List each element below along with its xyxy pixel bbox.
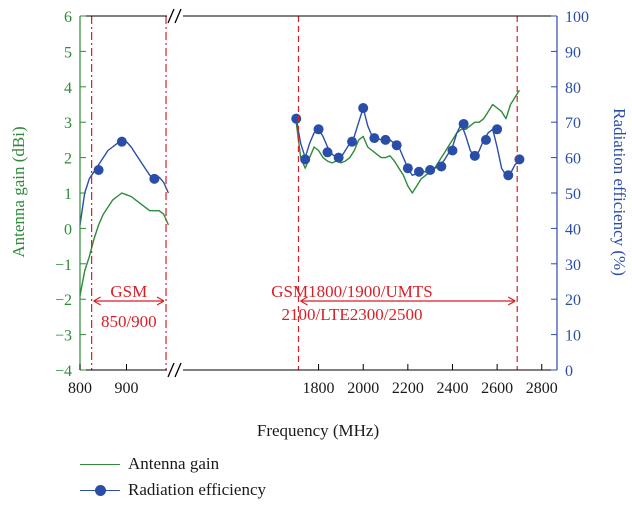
efficiency-point	[358, 103, 369, 114]
axis-break-mark-bottom-1	[167, 362, 175, 378]
gain-line-high	[295, 89, 520, 194]
y-right-tick-label: 90	[565, 44, 581, 61]
y-axis-label-left: Antenna gain (dBi)	[9, 126, 28, 257]
y-right-tick-label: 0	[565, 363, 573, 380]
legend-label-gain: Antenna gain	[128, 454, 220, 473]
x-tick-label: 1800	[303, 380, 335, 397]
y-left-tick-label: 2	[64, 151, 72, 168]
gsm-high-label-2: 2100/LTE2300/2500	[281, 305, 422, 324]
efficiency-point	[347, 136, 358, 147]
y-right-tick-label: 50	[565, 186, 581, 203]
efficiency-point	[492, 124, 503, 135]
y-right-tick-label: 30	[565, 257, 581, 274]
x-tick-label: 2400	[436, 380, 468, 397]
y-right-tick-label: 40	[565, 221, 581, 238]
gsm-high-arrow-head-right	[507, 296, 516, 306]
efficiency-point	[300, 154, 311, 165]
efficiency-point	[414, 166, 424, 177]
efficiency-point	[503, 170, 514, 181]
efficiency-point	[380, 134, 391, 145]
efficiency-point	[313, 124, 324, 135]
efficiency-point	[469, 150, 480, 161]
y-left-tick-label: 1	[64, 186, 72, 203]
y-left-tick-label: −1	[55, 257, 72, 274]
y-right-tick-label: 80	[565, 80, 581, 97]
efficiency-point	[402, 163, 413, 174]
efficiency-point	[425, 164, 436, 175]
efficiency-point	[333, 152, 344, 163]
y-left-tick-label: −2	[55, 292, 72, 309]
x-tick-label: 2200	[392, 380, 424, 397]
gsm-high-arrow-head-left	[300, 296, 308, 306]
y-right-tick-label: 70	[565, 115, 581, 132]
y-axis-label-right: Radiation efficiency (%)	[610, 108, 629, 276]
y-left-tick-label: 5	[64, 44, 72, 61]
axis-break-mark-top-1	[167, 8, 175, 24]
x-tick-label: 800	[68, 380, 92, 397]
efficiency-point	[447, 145, 458, 156]
gsm-low-arrow-head-right	[156, 296, 165, 306]
x-tick-label: 2800	[526, 380, 558, 397]
efficiency-point	[369, 133, 380, 144]
gain-line-low	[79, 192, 170, 296]
x-axis-label: Frequency (MHz)	[257, 421, 379, 440]
gsm-low-label-1: GSM	[110, 282, 147, 301]
y-left-tick-label: 4	[64, 80, 72, 97]
x-tick-label: 2000	[347, 380, 379, 397]
efficiency-point	[322, 147, 333, 158]
efficiency-point	[458, 118, 469, 129]
efficiency-point	[391, 140, 402, 151]
efficiency-point	[93, 164, 104, 175]
legend-label-efficiency: Radiation efficiency	[128, 480, 266, 499]
axis-break-mark-top-2	[174, 8, 182, 24]
efficiency-point	[291, 113, 302, 124]
gain-line-swatch	[80, 464, 120, 465]
axis-break-mark-bottom-2	[174, 362, 182, 378]
y-right-tick-label: 100	[565, 9, 589, 26]
x-tick-label: 2600	[481, 380, 513, 397]
chart: 6543210−1−2−3−41009080706050403020100800…	[9, 8, 629, 440]
efficiency-marker-swatch	[95, 485, 106, 496]
y-left-tick-label: 3	[64, 115, 72, 132]
efficiency-point	[514, 154, 525, 165]
y-left-tick-label: −3	[55, 328, 72, 345]
gsm-high-label-1: GSM1800/1900/UMTS	[271, 282, 433, 301]
efficiency-point	[436, 161, 447, 172]
y-right-tick-label: 20	[565, 292, 581, 309]
gsm-low-arrow-head-left	[93, 296, 101, 306]
efficiency-point	[149, 173, 160, 184]
y-right-tick-label: 60	[565, 151, 581, 168]
x-tick-label: 900	[115, 380, 139, 397]
y-left-tick-label: 0	[64, 221, 72, 238]
y-right-tick-label: 10	[565, 328, 581, 345]
efficiency-point	[116, 136, 127, 147]
efficiency-point	[480, 134, 491, 145]
gsm-low-label-2: 850/900	[101, 312, 157, 331]
y-left-tick-label: −4	[55, 363, 72, 380]
y-left-tick-label: 6	[64, 9, 72, 26]
